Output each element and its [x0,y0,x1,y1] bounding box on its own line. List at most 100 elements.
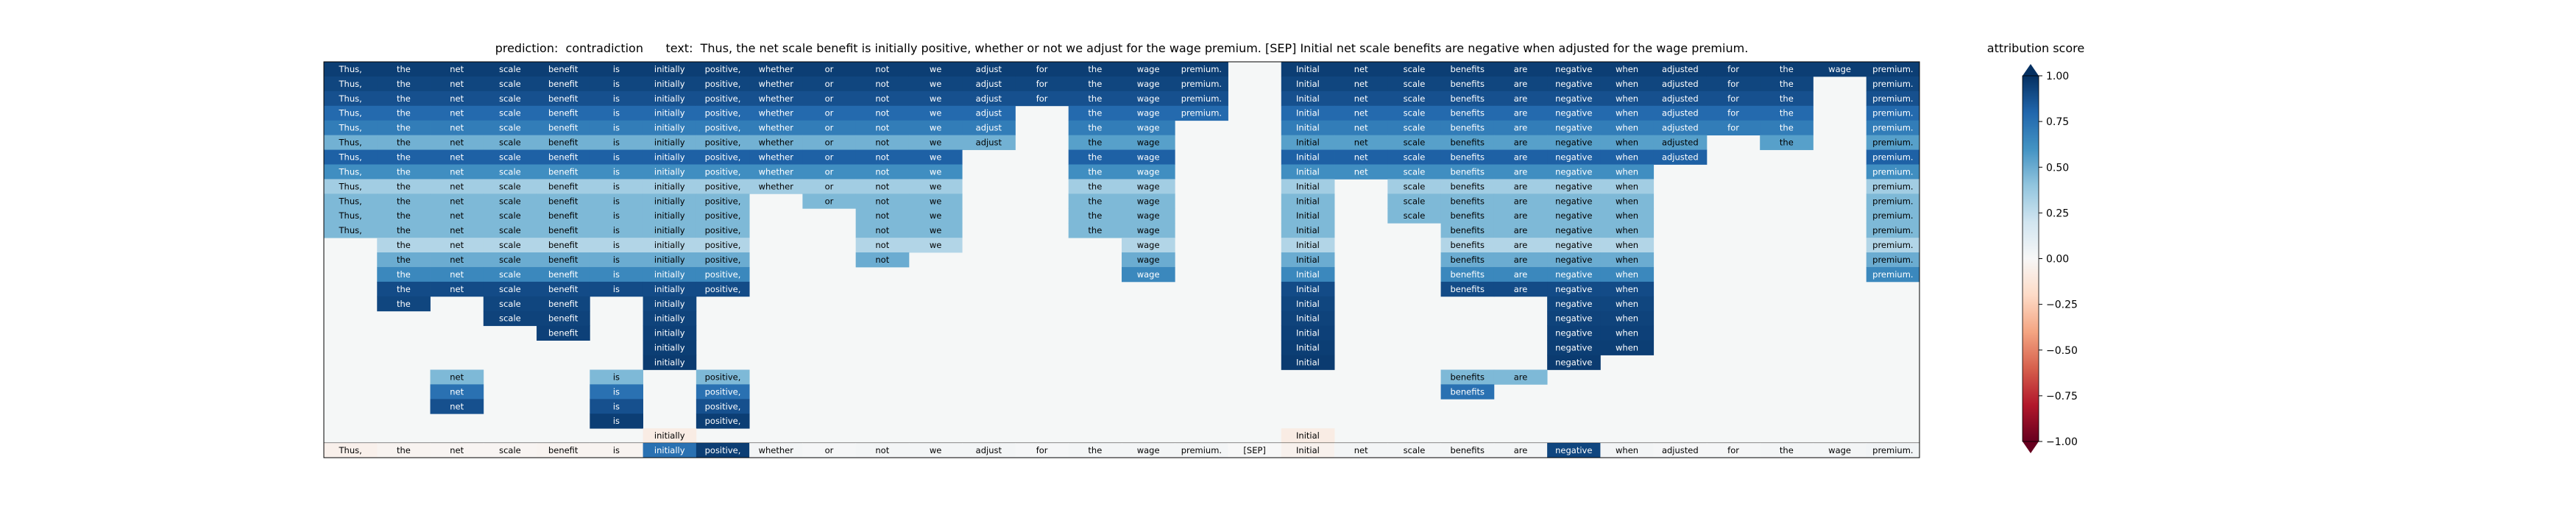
heatmap-cell [1866,91,1920,107]
cell-label: Initial [1296,152,1320,163]
heatmap-cell [483,164,537,180]
heatmap-cell [1387,120,1441,136]
heatmap-cell [1866,76,1920,92]
heatmap-cell [1866,223,1920,238]
cell-label: not [875,152,889,163]
heatmap-cell [1440,369,1495,385]
heatmap-cell [908,76,963,92]
cell-label: for [1727,445,1739,455]
heatmap-cell [1387,135,1441,150]
heatmap-cell [696,120,750,136]
cell-label: the [1088,138,1102,148]
cell-label: negative [1555,343,1592,353]
heatmap-cell [324,164,378,180]
heatmap-cell [590,179,643,194]
cell-label: net [450,181,464,191]
heatmap-cell [1281,149,1335,165]
cell-label: benefits [1450,196,1484,206]
heatmap-cell [696,149,750,165]
heatmap-cell [1493,91,1548,107]
heatmap-cell [1281,325,1335,341]
bottom-token-cell [1493,443,1548,458]
cell-label: when [1616,93,1638,104]
heatmap-cell [590,194,643,209]
heatmap-cell [1015,91,1069,107]
cell-label: negative [1555,357,1592,367]
heatmap-cell [1493,238,1548,253]
cell-label: net [450,386,464,397]
cell-label: when [1616,138,1638,148]
cell-label: benefit [548,196,578,206]
cell-label: whether [759,166,794,177]
heatmap-cell [908,135,963,150]
cell-label: benefits [1450,93,1484,104]
heatmap-cell [643,311,697,327]
cell-label: whether [759,152,794,163]
heatmap-cell [696,179,750,194]
heatmap-cell [537,266,590,283]
cell-label: we [930,181,941,191]
cell-label: the [1088,123,1102,133]
cell-label: net [450,210,464,221]
cell-label: net [450,372,464,382]
heatmap-cell [377,238,431,253]
cell-label: Initial [1296,357,1320,367]
cell-label: for [1727,93,1739,104]
cell-label: benefits [1450,284,1484,294]
heatmap-cell [1068,149,1122,165]
heatmap-cell [1600,120,1655,136]
heatmap-cell [643,355,697,370]
heatmap-cell [430,252,484,268]
heatmap-cell [430,399,484,414]
cell-label: we [930,210,941,221]
cell-label: the [397,123,411,133]
heatmap-cell [1122,223,1175,238]
heatmap-cell [1122,208,1175,224]
bottom-token-cell [962,443,1016,458]
cell-label: are [1514,64,1528,74]
cell-label: the [1088,196,1102,206]
heatmap-cell [1387,208,1441,224]
heatmap-cell [377,296,431,312]
colorbar: 1.00 0.75 0.50 0.25 0.00 −0.25 −0.50 −0.75 −1.00 [2022,64,2078,453]
heatmap-cell [377,194,431,209]
heatmap-cell [1493,76,1548,92]
cell-label: for [1727,64,1739,74]
cell-label: Initial [1296,328,1320,338]
cell-label: benefits [1450,445,1484,455]
heatmap-cell [1387,194,1441,209]
cell-label: scale [1404,93,1426,104]
cell-label: benefits [1450,108,1484,118]
cell-label: scale [499,225,521,235]
heatmap-cell [1760,91,1814,107]
cell-label: the [397,240,411,250]
heatmap-cell [643,105,697,121]
heatmap-cell [802,194,857,209]
cell-label: negative [1555,210,1592,221]
chart-title: prediction: contradiction text: Thus, th… [324,41,1919,55]
text-value: Thus, the net scale benefit is initially… [700,41,1749,55]
heatmap-cell [483,194,537,209]
cell-label: scale [1404,64,1426,74]
plot-frame [323,61,1920,458]
cell-label: is [613,210,620,221]
cell-label: Thus, [339,445,362,455]
bottom-token-cell [1175,443,1228,458]
cell-label: positive, [705,108,741,118]
heatmap-cell [696,281,750,297]
cell-label: is [613,196,620,206]
heatmap-cell [483,266,537,283]
cell-label: wage [1828,64,1851,74]
cell-label: premium. [1872,225,1913,235]
cell-label: or [825,123,834,133]
cell-label: adjust [976,123,1002,133]
heatmap-cell [1493,149,1548,165]
colorbar-label: attribution score [1986,41,2085,55]
heatmap-cell [483,149,537,165]
cell-label: benefits [1450,210,1484,221]
cell-label: the [397,138,411,148]
heatmap-cell [537,325,590,341]
bottom-token-cell [1440,443,1495,458]
heatmap-cell [1493,135,1548,150]
